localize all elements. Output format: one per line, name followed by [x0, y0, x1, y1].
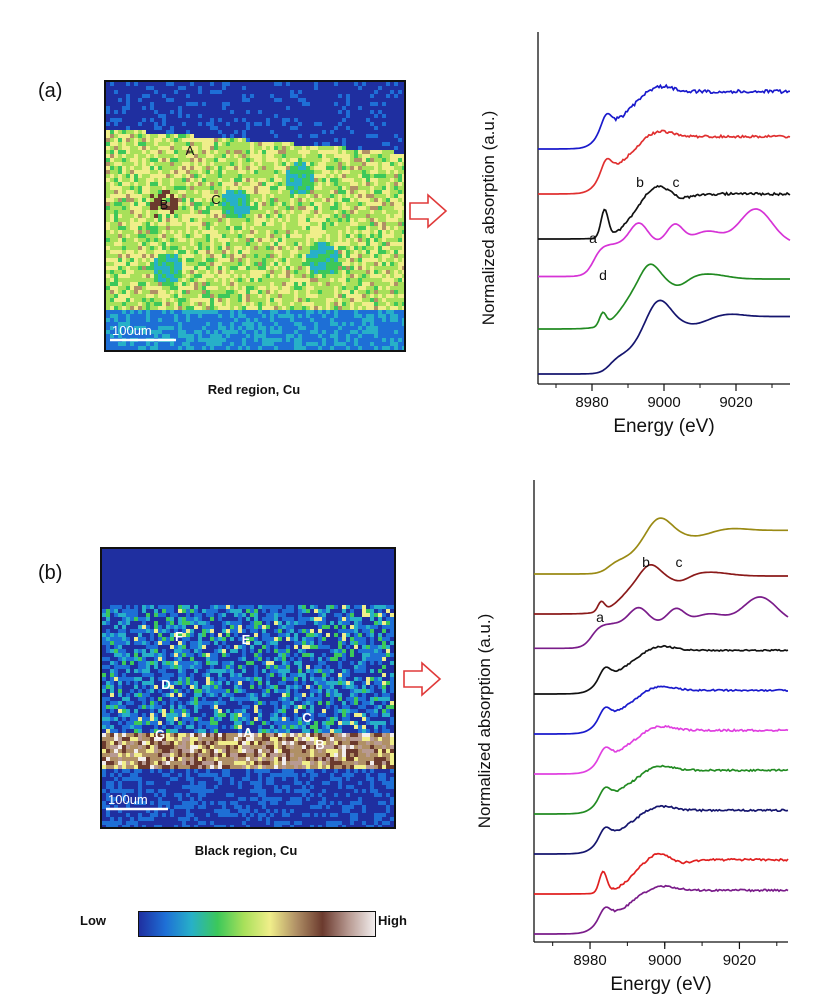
x-tick-label: 8980	[573, 952, 606, 969]
series-line-cu2o	[534, 563, 788, 615]
cu-map-black-image: F E D G A CB 100um	[102, 549, 394, 827]
map-point-c: C	[302, 710, 312, 725]
cu-map-black-region: F E D G A C B 100um	[100, 547, 396, 829]
scale-bar-label: 100um	[112, 323, 152, 338]
series-line-cuo	[534, 517, 788, 575]
map-point-c: C	[211, 192, 220, 207]
x-tick-label: 9000	[647, 394, 680, 411]
annotation-b: b	[636, 174, 644, 190]
annotation-a: a	[596, 609, 604, 625]
map-point-d: D	[161, 677, 170, 692]
map-point-g: G	[155, 727, 165, 742]
series-line-cu-foil	[538, 208, 791, 278]
cu-map-red-region: A B C 100um	[104, 80, 406, 352]
x-axis-label: Energy (eV)	[610, 974, 711, 995]
map-point-b: B	[315, 737, 324, 752]
series-line-cu2o	[538, 263, 790, 330]
colorbar-low-label: Low	[80, 913, 106, 928]
series-line-b	[534, 685, 788, 735]
annotation-d: d	[599, 267, 607, 283]
xanes-chart-red-region: 8980 9000 9020 Energy (eV) Normalized absorp…	[479, 32, 791, 437]
map-point-e: E	[242, 632, 251, 647]
x-tick-label: 9000	[648, 952, 681, 969]
series-line-f	[534, 852, 789, 895]
series-line-c	[538, 184, 791, 240]
colorbar	[138, 911, 376, 937]
cu-map-red-image: A B C 100um	[106, 82, 404, 350]
annotation-c: c	[676, 554, 683, 570]
series-line-g	[534, 884, 789, 935]
y-axis-label: Normalized absorption (a.u.)	[475, 614, 494, 828]
series-line-a	[534, 644, 789, 695]
y-axis-label: Normalized absorption (a.u.)	[479, 111, 498, 325]
panel-b-label: (b)	[38, 562, 63, 584]
map-caption-black: Black region, Cu	[194, 843, 298, 858]
x-tick-label: 9020	[719, 394, 752, 411]
annotation-c: c	[673, 174, 680, 190]
scale-bar-label: 100um	[108, 792, 148, 807]
series-line-e	[534, 804, 789, 855]
series-line-cu-foil	[534, 596, 789, 650]
map-point-b: B	[160, 197, 169, 212]
xanes-chart-black-region: 8980 9000 9020 Energy (eV) Normalized absorp…	[475, 480, 789, 995]
annotation-b: b	[642, 554, 650, 570]
x-tick-label: 8980	[575, 394, 608, 411]
map-caption-red: Red region, Cu	[207, 382, 301, 397]
series-line-cuo	[538, 299, 790, 375]
map-point-a: A	[243, 725, 253, 740]
x-tick-label: 9020	[723, 952, 756, 969]
map-point-a: A	[186, 143, 195, 158]
series-line-d	[534, 764, 789, 815]
series-line-b	[538, 129, 791, 195]
right-arrow-icon	[409, 193, 448, 229]
panel-a-label: (a)	[38, 80, 63, 102]
x-axis-label: Energy (eV)	[613, 416, 714, 437]
series-line-c	[534, 724, 789, 775]
series-line-a	[538, 83, 790, 150]
annotation-a: a	[589, 230, 597, 246]
right-arrow-icon	[403, 661, 442, 697]
colorbar-high-label: High	[378, 913, 407, 928]
map-point-f: F	[175, 629, 183, 644]
